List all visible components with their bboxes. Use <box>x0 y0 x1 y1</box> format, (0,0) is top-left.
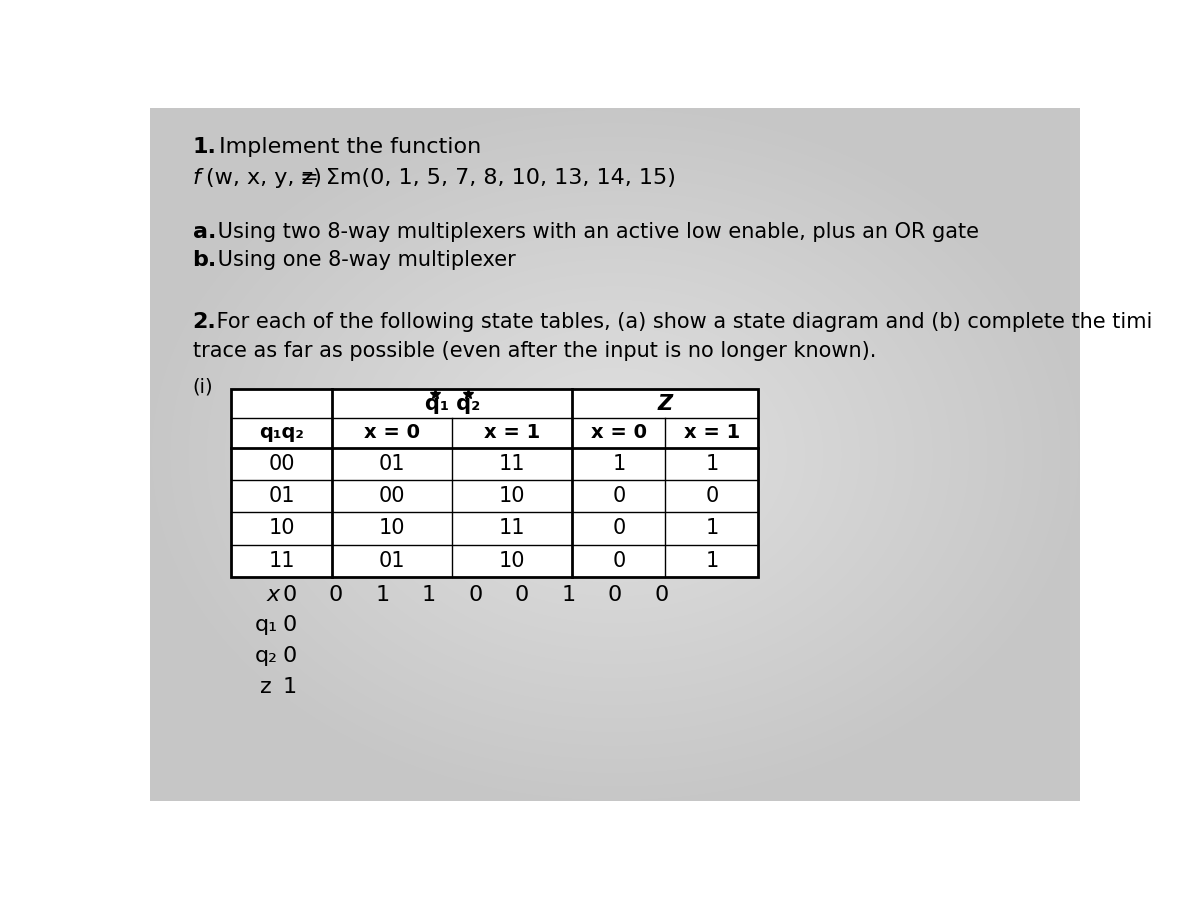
Text: x = 0: x = 0 <box>590 423 647 443</box>
Text: Using one 8-way multiplexer: Using one 8-way multiplexer <box>211 249 516 270</box>
Text: 10: 10 <box>379 518 406 538</box>
Text: 0: 0 <box>612 551 625 571</box>
Text: 0: 0 <box>468 585 482 605</box>
Text: a.: a. <box>193 222 216 242</box>
Text: x = 1: x = 1 <box>684 423 740 443</box>
Text: (w, x, y, z): (w, x, y, z) <box>206 168 322 188</box>
Text: 2.: 2. <box>193 312 216 332</box>
Text: 0: 0 <box>706 486 719 506</box>
Text: 11: 11 <box>499 518 526 538</box>
Text: 01: 01 <box>379 551 406 571</box>
Text: 11: 11 <box>269 551 295 571</box>
Text: 01: 01 <box>379 454 406 473</box>
Text: 10: 10 <box>269 518 295 538</box>
Text: 1: 1 <box>562 585 576 605</box>
Text: Z: Z <box>658 393 673 414</box>
Text: 1: 1 <box>422 585 436 605</box>
Text: 0: 0 <box>612 486 625 506</box>
Bar <box>232 389 758 577</box>
Text: 0: 0 <box>612 518 625 538</box>
Bar <box>232 389 758 577</box>
Text: 0: 0 <box>515 585 529 605</box>
Text: z: z <box>260 677 272 697</box>
Text: 1: 1 <box>282 677 296 697</box>
Text: q₁ q₂: q₁ q₂ <box>425 393 480 414</box>
Text: = Σm(0, 1, 5, 7, 8, 10, 13, 14, 15): = Σm(0, 1, 5, 7, 8, 10, 13, 14, 15) <box>293 168 677 188</box>
Text: 1: 1 <box>706 551 719 571</box>
Text: x: x <box>266 585 280 606</box>
Text: trace as far as possible (even after the input is no longer known).: trace as far as possible (even after the… <box>193 341 876 361</box>
Text: 0: 0 <box>282 646 296 666</box>
Text: q₂: q₂ <box>254 646 277 666</box>
Text: 0: 0 <box>329 585 343 605</box>
Text: 00: 00 <box>269 454 295 473</box>
Text: For each of the following state tables, (a) show a state diagram and (b) complet: For each of the following state tables, … <box>210 312 1153 332</box>
Text: 11: 11 <box>499 454 526 473</box>
Text: (i): (i) <box>193 377 214 397</box>
Text: 0: 0 <box>282 585 296 605</box>
Text: 00: 00 <box>379 486 406 506</box>
Text: Implement the function: Implement the function <box>212 138 481 157</box>
Text: 0: 0 <box>282 616 296 635</box>
Text: x = 0: x = 0 <box>364 423 420 443</box>
Text: 1.: 1. <box>193 138 216 157</box>
Text: q₁q₂: q₁q₂ <box>259 423 304 443</box>
Text: b.: b. <box>193 249 217 270</box>
Text: x = 1: x = 1 <box>484 423 540 443</box>
Text: 01: 01 <box>269 486 295 506</box>
Text: q₁: q₁ <box>254 616 278 635</box>
Text: 1: 1 <box>376 585 390 605</box>
Text: 10: 10 <box>499 551 526 571</box>
Text: 0: 0 <box>654 585 668 605</box>
Text: f: f <box>193 168 200 188</box>
Text: 1: 1 <box>706 454 719 473</box>
Text: 1: 1 <box>612 454 625 473</box>
Text: 1: 1 <box>706 518 719 538</box>
Text: 0: 0 <box>608 585 622 605</box>
Text: Using two 8-way multiplexers with an active low enable, plus an OR gate: Using two 8-way multiplexers with an act… <box>211 222 979 242</box>
Text: 10: 10 <box>499 486 526 506</box>
